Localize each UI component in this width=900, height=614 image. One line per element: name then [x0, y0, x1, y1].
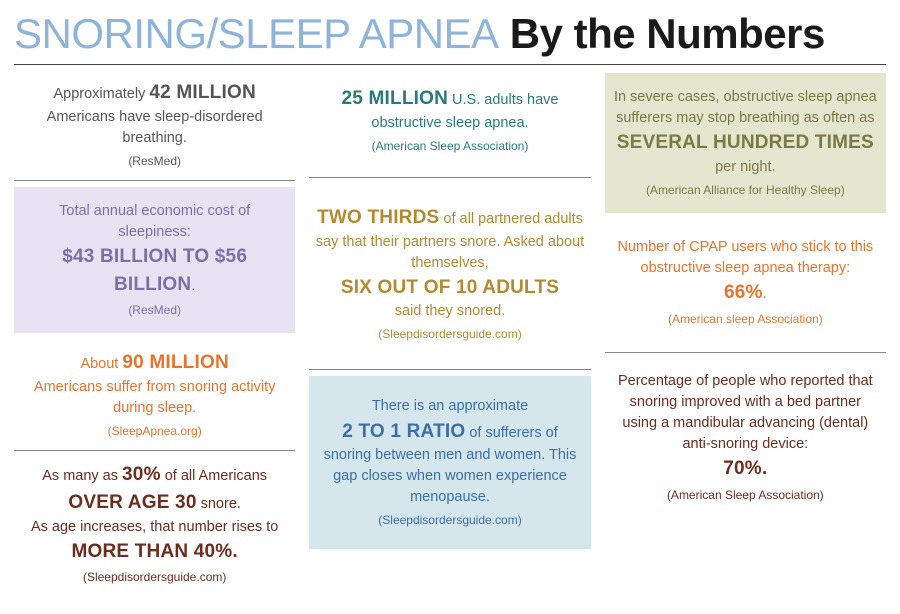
fact-several-hundred: In severe cases, obstructive sleep apnea…: [605, 73, 886, 213]
fact-two-thirds: TWO THIRDS of all partnered adults say t…: [309, 178, 590, 371]
fact-42-million: Approximately 42 MILLION Americans have …: [14, 69, 295, 181]
fact-2-to-1: There is an approximate 2 TO 1 RATIO of …: [309, 376, 590, 549]
column-1: Approximately 42 MILLION Americans have …: [14, 69, 295, 603]
column-2: 25 MILLION U.S. adults have obstructive …: [309, 69, 590, 603]
fact-25-million: 25 MILLION U.S. adults have obstructive …: [309, 69, 590, 178]
fact-dental-70: Percentage of people who reported that s…: [605, 353, 886, 514]
fact-90-million: About 90 MILLION Americans suffer from s…: [14, 339, 295, 451]
fact-economic-cost: Total annual economic cost of sleepiness…: [14, 187, 295, 334]
headline: SNORING/SLEEP APNEA By the Numbers: [14, 10, 886, 65]
headline-part2: By the Numbers: [510, 10, 825, 57]
fact-cpap-66: Number of CPAP users who stick to this o…: [605, 219, 886, 353]
facts-grid: Approximately 42 MILLION Americans have …: [14, 69, 886, 603]
column-3: In severe cases, obstructive sleep apnea…: [605, 69, 886, 603]
headline-part1: SNORING/SLEEP APNEA: [14, 10, 499, 57]
fact-over-30: As many as 30% of all Americans OVER AGE…: [14, 451, 295, 596]
